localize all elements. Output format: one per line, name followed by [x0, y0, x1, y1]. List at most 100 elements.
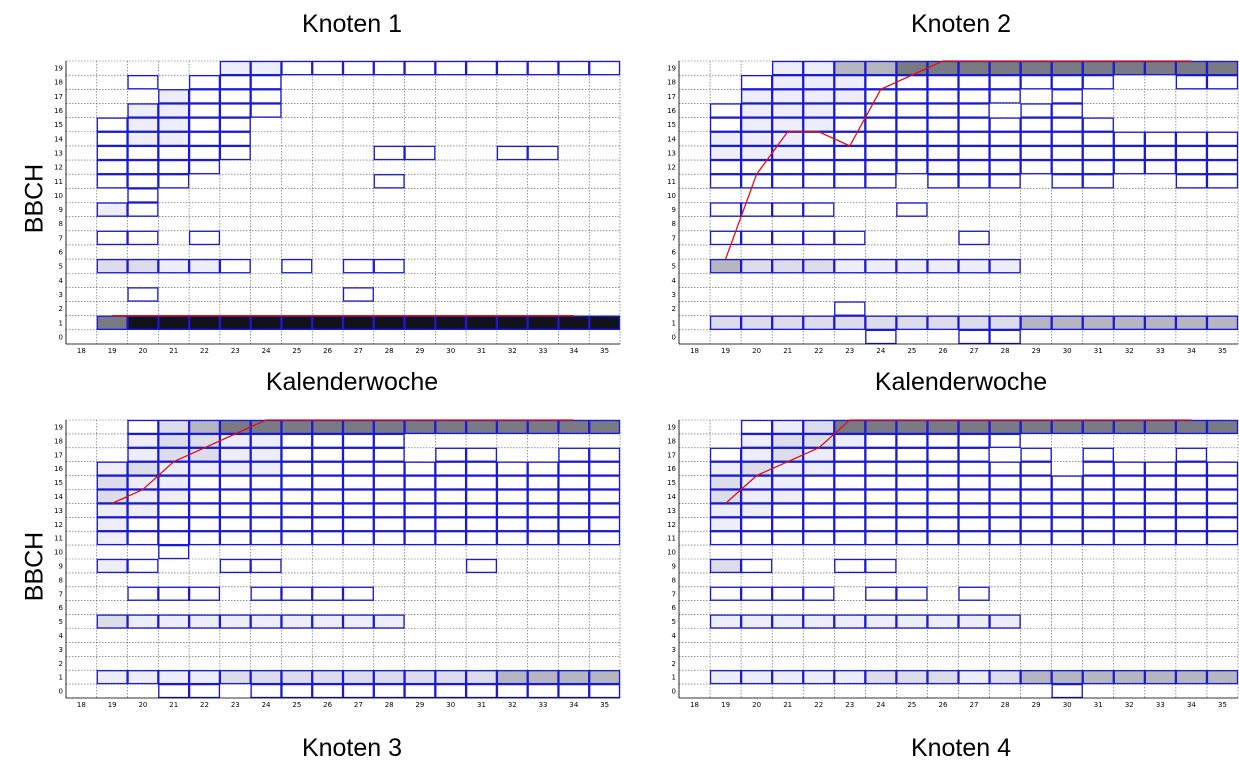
heat-cell	[527, 419, 559, 435]
heat-cell	[1144, 503, 1177, 518]
x-tick-label: 23	[845, 347, 854, 355]
heat-cell	[558, 670, 590, 685]
heat-cell	[772, 433, 804, 448]
y-tick-label: 10	[667, 549, 676, 557]
heat-cell	[1020, 670, 1052, 685]
y-tick-label: 14	[54, 493, 63, 501]
heat-cell	[219, 447, 251, 462]
heat-cell	[373, 419, 405, 435]
heat-cell	[312, 531, 344, 546]
heat-cell	[158, 89, 190, 104]
y-tick-label: 17	[54, 451, 63, 459]
y-tick-label: 2	[672, 305, 676, 313]
heat-cell	[1051, 131, 1083, 147]
heat-cell	[127, 117, 159, 132]
x-tick-label: 29	[1032, 701, 1041, 709]
heat-cell	[1113, 517, 1145, 532]
heat-cell	[1051, 60, 1083, 76]
heat-cell	[958, 315, 990, 331]
heat-cell	[96, 174, 128, 189]
heat-cell	[96, 461, 128, 476]
heat-cell	[589, 315, 621, 331]
heat-cell	[1206, 531, 1239, 546]
x-tick-label: 35	[1218, 347, 1227, 355]
y-tick-label: 18	[667, 437, 676, 445]
heat-cell	[834, 315, 866, 331]
heat-cell	[219, 315, 251, 331]
heat-cell	[188, 103, 221, 118]
heat-cell	[435, 517, 467, 532]
heat-cell	[404, 461, 436, 476]
heat-cell	[865, 614, 897, 629]
x-tick-label: 29	[1032, 347, 1041, 355]
heat-cell	[958, 670, 990, 685]
heat-cell	[281, 489, 313, 504]
y-tick-label: 7	[59, 234, 63, 242]
heat-cell	[989, 517, 1021, 532]
y-tick-label: 9	[672, 206, 676, 214]
heat-cell	[1175, 74, 1208, 90]
heat-cell	[896, 60, 928, 76]
y-tick-label: 0	[672, 688, 676, 696]
heat-cell	[896, 586, 928, 601]
heat-cell	[927, 614, 959, 629]
trend-line	[724, 60, 1192, 260]
heat-cell	[1144, 670, 1177, 685]
heat-cell	[465, 558, 498, 574]
heat-cell	[527, 683, 559, 699]
x-tick-label: 30	[446, 347, 455, 355]
heat-cell	[435, 447, 467, 462]
heat-cell	[865, 89, 897, 104]
y-tick-label: 18	[54, 437, 63, 445]
heat-cell	[342, 489, 374, 504]
heat-cell	[496, 670, 528, 685]
heat-cell	[188, 117, 221, 132]
heat-cell	[496, 683, 528, 699]
heat-cell	[589, 461, 621, 476]
heat-cell	[558, 683, 590, 699]
heat-cell	[772, 419, 804, 435]
heat-cell	[188, 447, 221, 462]
heat-cell	[927, 419, 959, 435]
heat-cell	[219, 131, 251, 147]
x-tick-label: 27	[970, 701, 979, 709]
heat-cell	[1206, 670, 1239, 685]
heat-cell	[803, 145, 835, 161]
heat-cell	[709, 174, 742, 189]
heat-cell	[404, 419, 436, 435]
heat-cell	[1113, 531, 1145, 546]
heat-cell	[465, 461, 498, 476]
heat-cell	[96, 117, 128, 132]
x-axis-label-knoten-2: Kalenderwoche	[874, 368, 1048, 396]
heat-cell	[158, 447, 190, 462]
heat-cell	[1020, 159, 1052, 175]
heat-cell	[312, 461, 344, 476]
heat-cell	[558, 461, 590, 476]
x-tick-label: 33	[1156, 701, 1165, 709]
heat-cell	[527, 145, 559, 161]
x-tick-label: 28	[1001, 347, 1010, 355]
x-tick-label: 19	[108, 701, 117, 709]
y-tick-label: 11	[54, 535, 63, 543]
heat-cell	[1175, 159, 1208, 175]
heat-cell	[589, 489, 621, 504]
heat-cell	[803, 103, 835, 118]
heat-cell	[158, 503, 190, 518]
heat-cell	[96, 558, 128, 574]
heat-cell	[188, 503, 221, 518]
heat-cell	[589, 517, 621, 532]
heat-cell	[865, 517, 897, 532]
heat-cell	[127, 74, 159, 90]
heat-cell	[496, 419, 528, 435]
heat-cell	[958, 517, 990, 532]
heat-cell	[342, 670, 374, 685]
x-tick-label: 35	[600, 701, 609, 709]
heat-cell	[740, 475, 773, 490]
heat-cell	[1051, 475, 1083, 490]
heat-cell	[465, 315, 498, 331]
heat-cell	[589, 447, 621, 462]
heat-cell	[1020, 117, 1052, 132]
heat-cell	[1113, 475, 1145, 490]
y-tick-label: 18	[667, 79, 676, 87]
heat-cell	[127, 174, 159, 189]
